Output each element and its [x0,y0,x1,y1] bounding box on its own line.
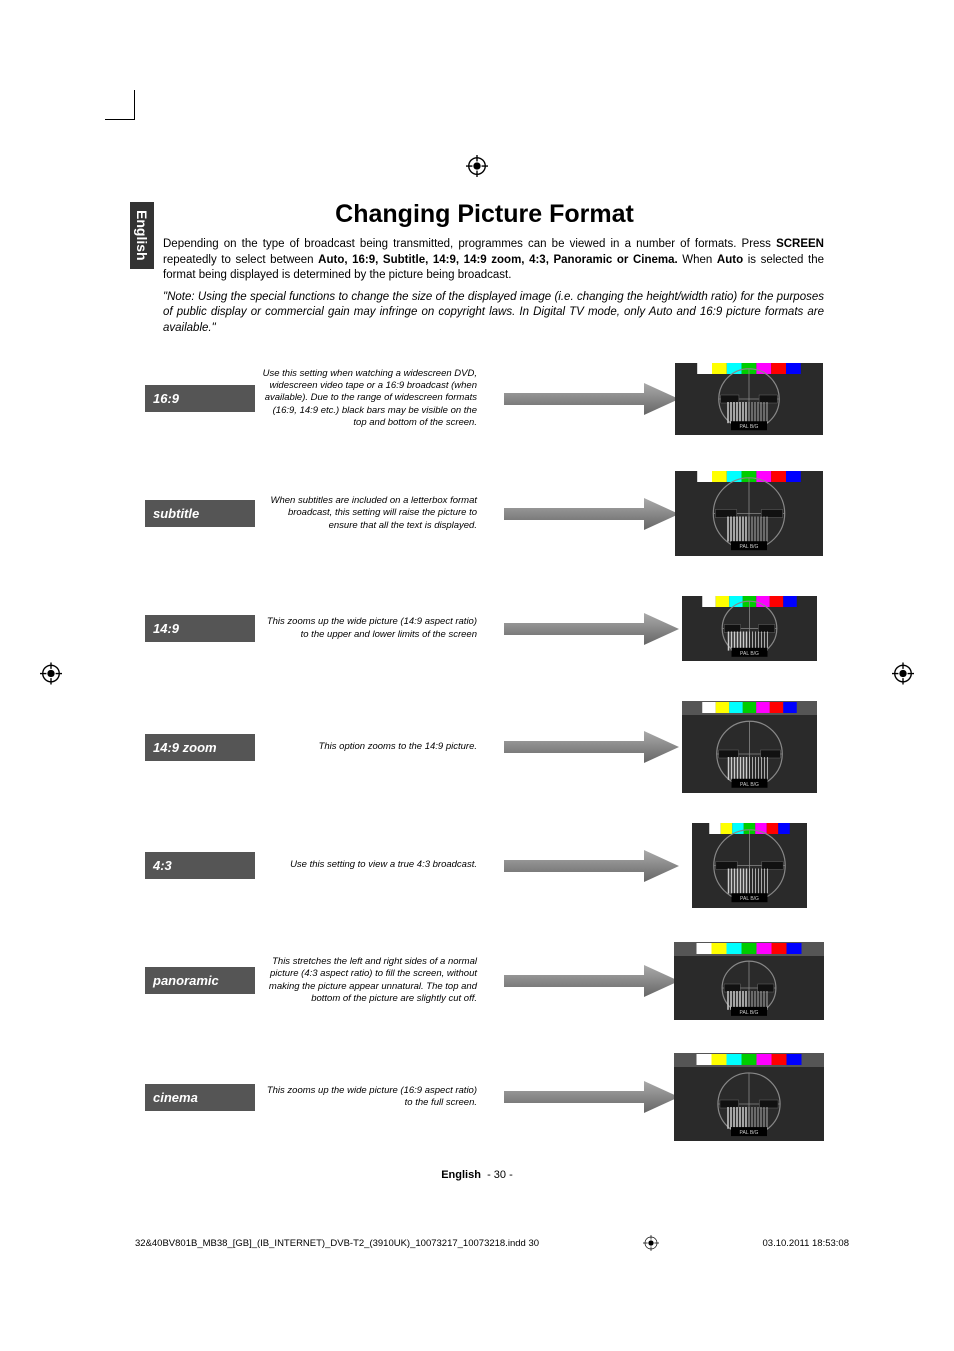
print-date: 03.10.2011 18:53:08 [763,1238,849,1249]
format-label: 14:9 zoom [145,734,255,761]
print-info: 32&40BV801B_MB38_[GB]_(IB_INTERNET)_DVB-… [135,1235,849,1251]
arrow-icon [485,609,679,649]
format-preview: PAL B/G [674,701,824,793]
format-preview: PAL B/G [674,471,824,556]
format-row: 14:9This zooms up the wide picture (14:9… [145,586,824,671]
arrow-icon [485,494,679,534]
format-row: subtitleWhen subtitles are included on a… [145,471,824,556]
format-description: This option zooms to the 14:9 picture. [255,741,485,753]
arrow-icon [485,961,679,1001]
crop-corner [105,90,135,120]
footer-language: English [441,1169,481,1181]
format-label: panoramic [145,967,255,994]
format-label: cinema [145,1084,255,1111]
footer-page-number: - 30 - [487,1169,513,1181]
format-description: Use this setting when watching a widescr… [255,368,485,430]
svg-text:PAL B/G: PAL B/G [740,1130,759,1136]
svg-text:PAL B/G: PAL B/G [740,651,759,657]
format-label: 14:9 [145,615,255,642]
arrow-icon [485,379,679,419]
registration-mark-right [892,662,914,689]
intro-text: Depending on the type of broadcast being… [163,237,824,284]
format-preview: PAL B/G [674,363,824,435]
svg-text:PAL B/G: PAL B/G [740,424,759,430]
format-preview: PAL B/G [674,942,824,1020]
format-description: When subtitles are included on a letterb… [255,495,485,532]
registration-mark-bottom [643,1235,659,1251]
registration-mark-left [40,662,62,689]
svg-text:PAL B/G: PAL B/G [740,1009,759,1015]
svg-text:PAL B/G: PAL B/G [740,782,759,788]
arrow-icon [485,727,679,767]
format-description: Use this setting to view a true 4:3 broa… [255,859,485,871]
format-description: This zooms up the wide picture (16:9 asp… [255,1085,485,1110]
print-filename: 32&40BV801B_MB38_[GB]_(IB_INTERNET)_DVB-… [135,1238,539,1249]
format-description: This stretches the left and right sides … [255,956,485,1005]
note-text: "Note: Using the special functions to ch… [163,290,824,337]
svg-text:PAL B/G: PAL B/G [740,544,759,550]
arrow-icon [485,846,679,886]
format-label: 16:9 [145,385,255,412]
language-tab: English [130,202,154,269]
format-label: subtitle [145,500,255,527]
format-description: This zooms up the wide picture (14:9 asp… [255,616,485,641]
svg-text:PAL B/G: PAL B/G [740,896,759,902]
page-footer: English - 30 - [0,1169,954,1181]
format-row: 4:3Use this setting to view a true 4:3 b… [145,823,824,908]
format-label: 4:3 [145,852,255,879]
format-preview: PAL B/G [674,823,824,908]
format-row: cinemaThis zooms up the wide picture (16… [145,1053,824,1141]
arrow-icon [485,1077,679,1117]
format-row: 14:9 zoomThis option zooms to the 14:9 p… [145,701,824,793]
format-preview: PAL B/G [674,1053,824,1141]
page-title: Changing Picture Format [145,200,824,229]
format-row: panoramicThis stretches the left and rig… [145,938,824,1023]
format-preview: PAL B/G [674,596,824,661]
formats-list: 16:9Use this setting when watching a wid… [145,356,824,1141]
format-row: 16:9Use this setting when watching a wid… [145,356,824,441]
registration-mark-top [466,155,488,182]
